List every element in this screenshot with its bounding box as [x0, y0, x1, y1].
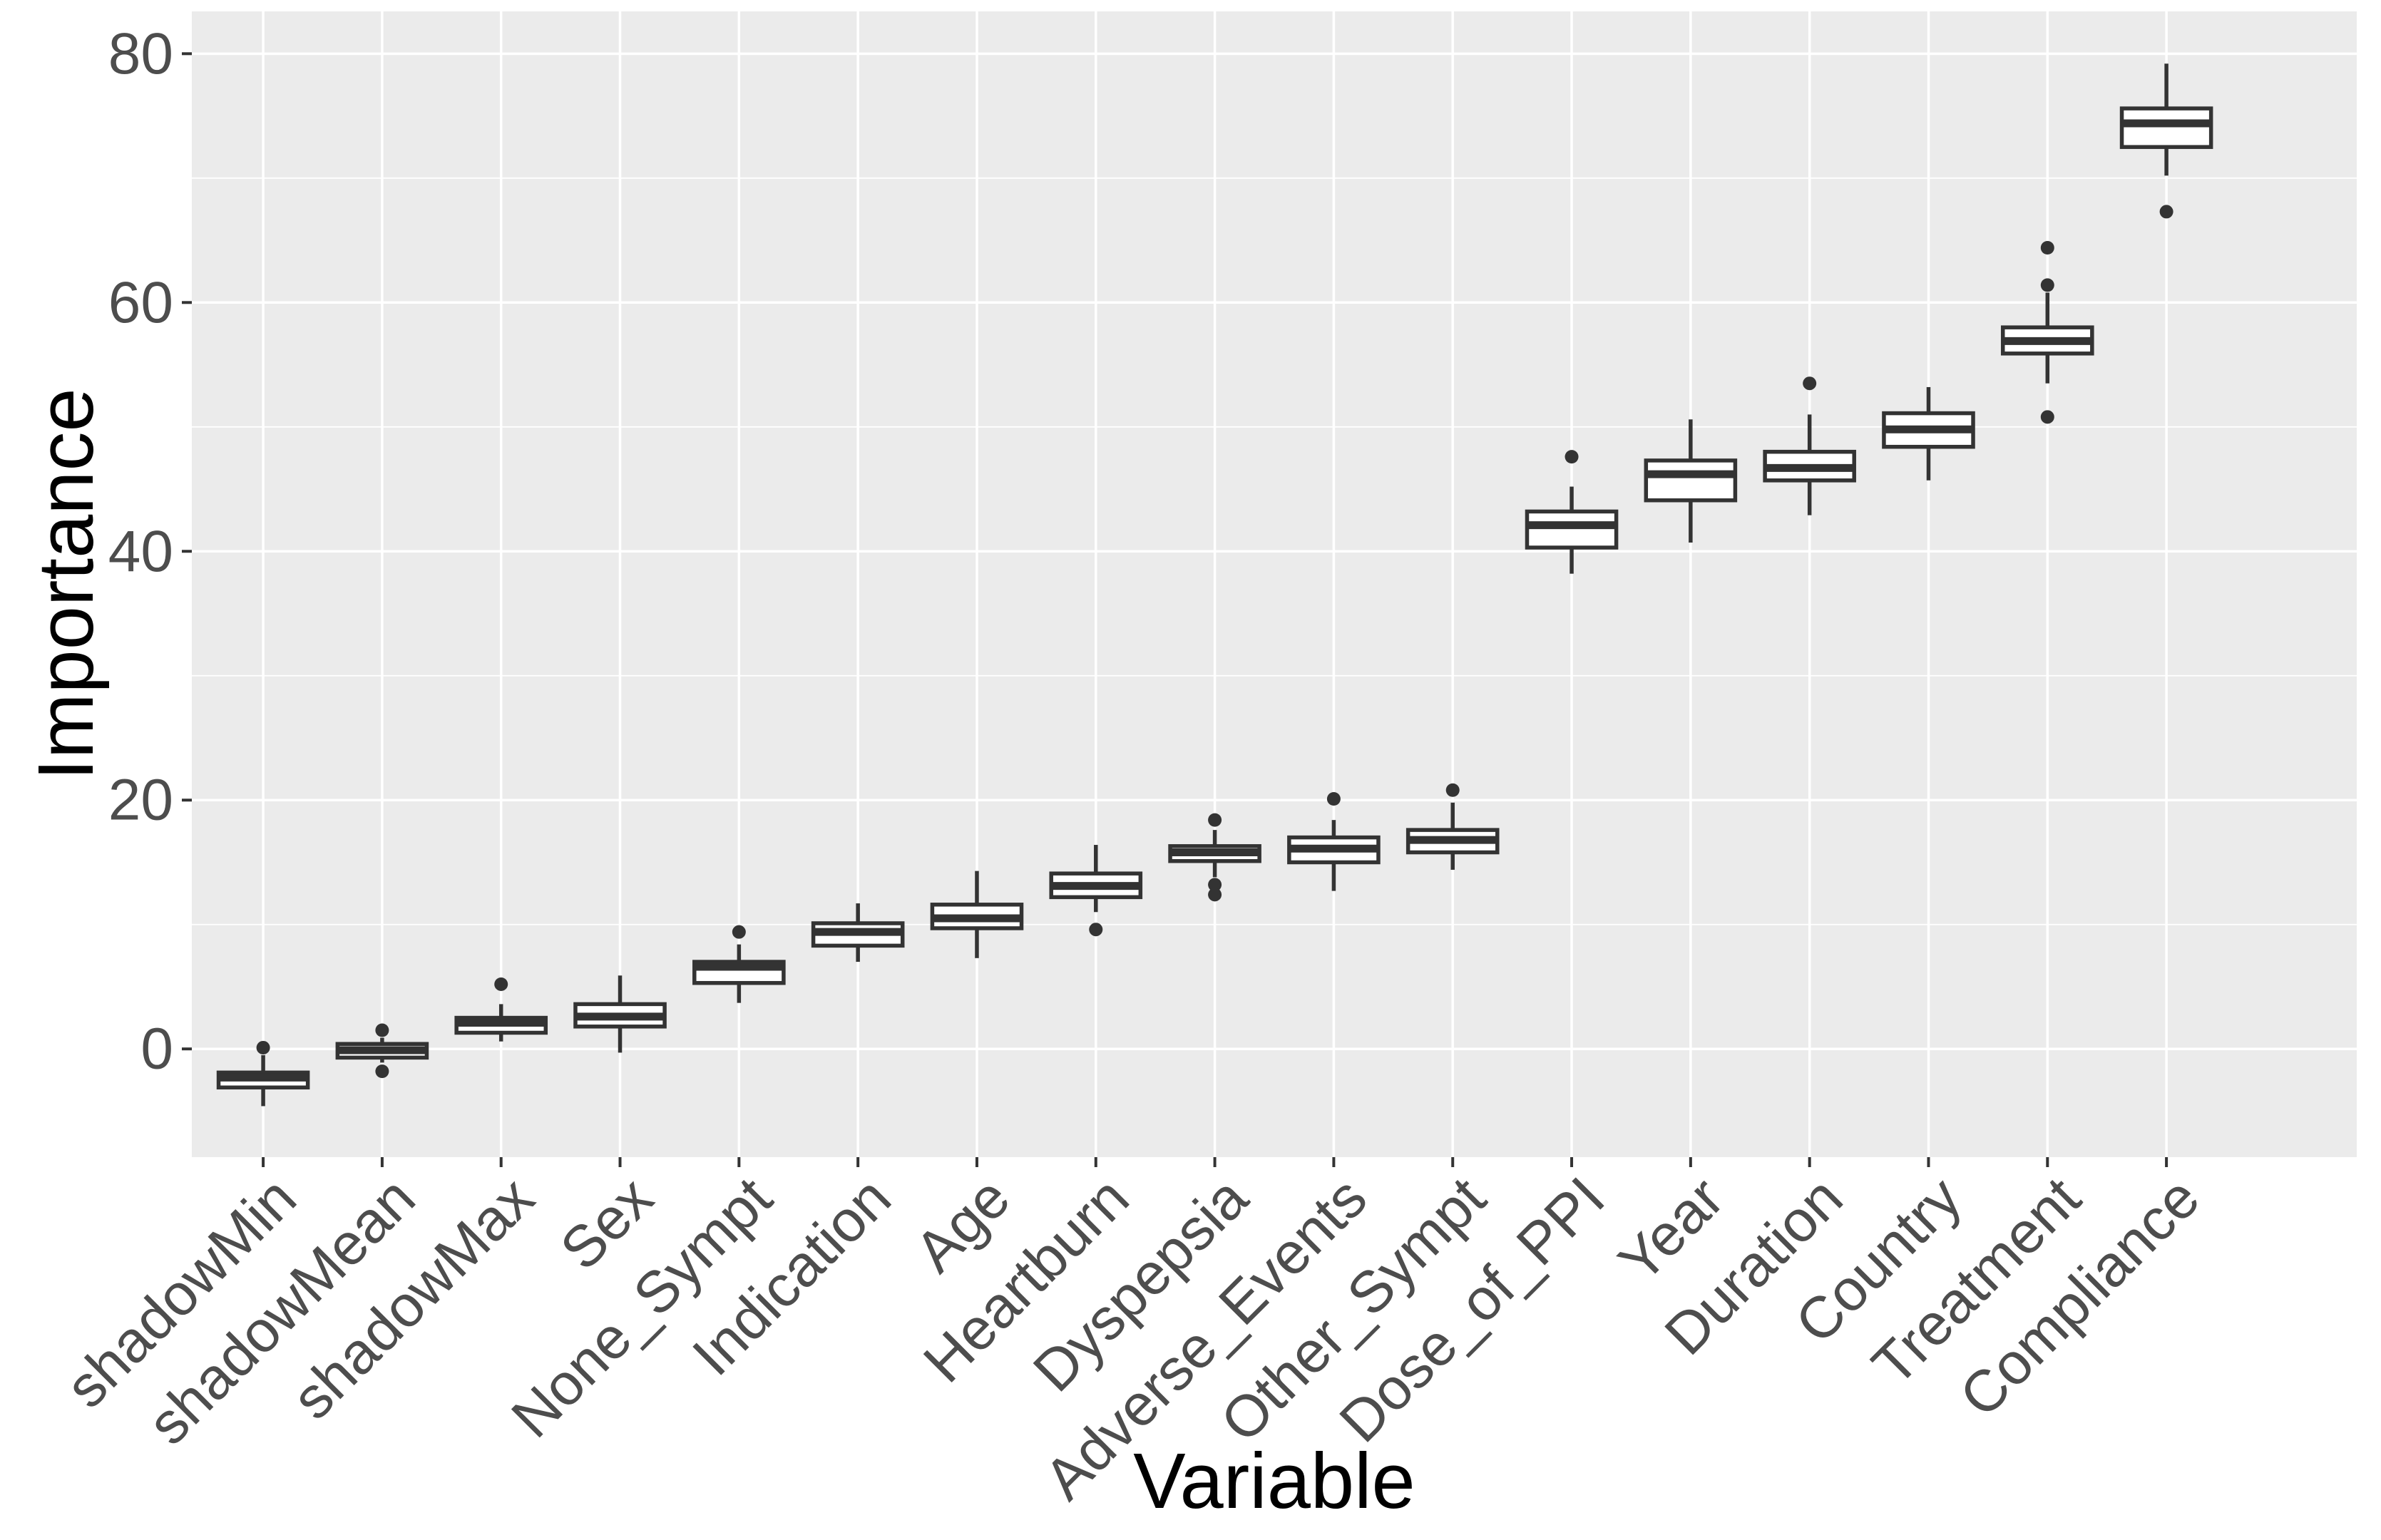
boxplot-outlier-point: [494, 977, 508, 991]
boxplot-outlier-point: [1445, 783, 1460, 797]
y-tick-label: 20: [108, 768, 173, 833]
y-tick-label: 40: [108, 519, 173, 584]
boxplot-outlier-point: [1208, 813, 1222, 827]
panel-background: [192, 11, 2357, 1157]
boxplot-outlier-point: [732, 925, 746, 939]
y-tick-label: 80: [108, 21, 173, 86]
boxplot-outlier-point: [2040, 410, 2054, 424]
boxplot-outlier-point: [1565, 450, 1579, 464]
boxplot-outlier-point: [375, 1064, 389, 1079]
boxplot-outlier-point: [1326, 791, 1341, 806]
boxplot-outlier-point: [2159, 205, 2173, 219]
y-axis-title: Importance: [22, 388, 110, 780]
boxplot-outlier-point: [1803, 376, 1817, 391]
boxplot-outlier-point: [1208, 888, 1222, 902]
boxplot-outlier-point: [1208, 878, 1222, 892]
y-tick-label: 60: [108, 270, 173, 335]
boxplot-box: [1525, 509, 1619, 550]
y-tick-label: 0: [140, 1017, 173, 1082]
boxplot-outlier-point: [256, 1040, 270, 1054]
boxplot-box: [2119, 106, 2213, 149]
x-axis-title: Variable: [1133, 1437, 1415, 1525]
boxplot-outlier-point: [1089, 923, 1103, 937]
boxplot-outlier-point: [375, 1023, 389, 1037]
boxplot-outlier-point: [2040, 278, 2054, 292]
boxplot-box: [1644, 458, 1738, 503]
boxplot-outlier-point: [2040, 241, 2054, 255]
